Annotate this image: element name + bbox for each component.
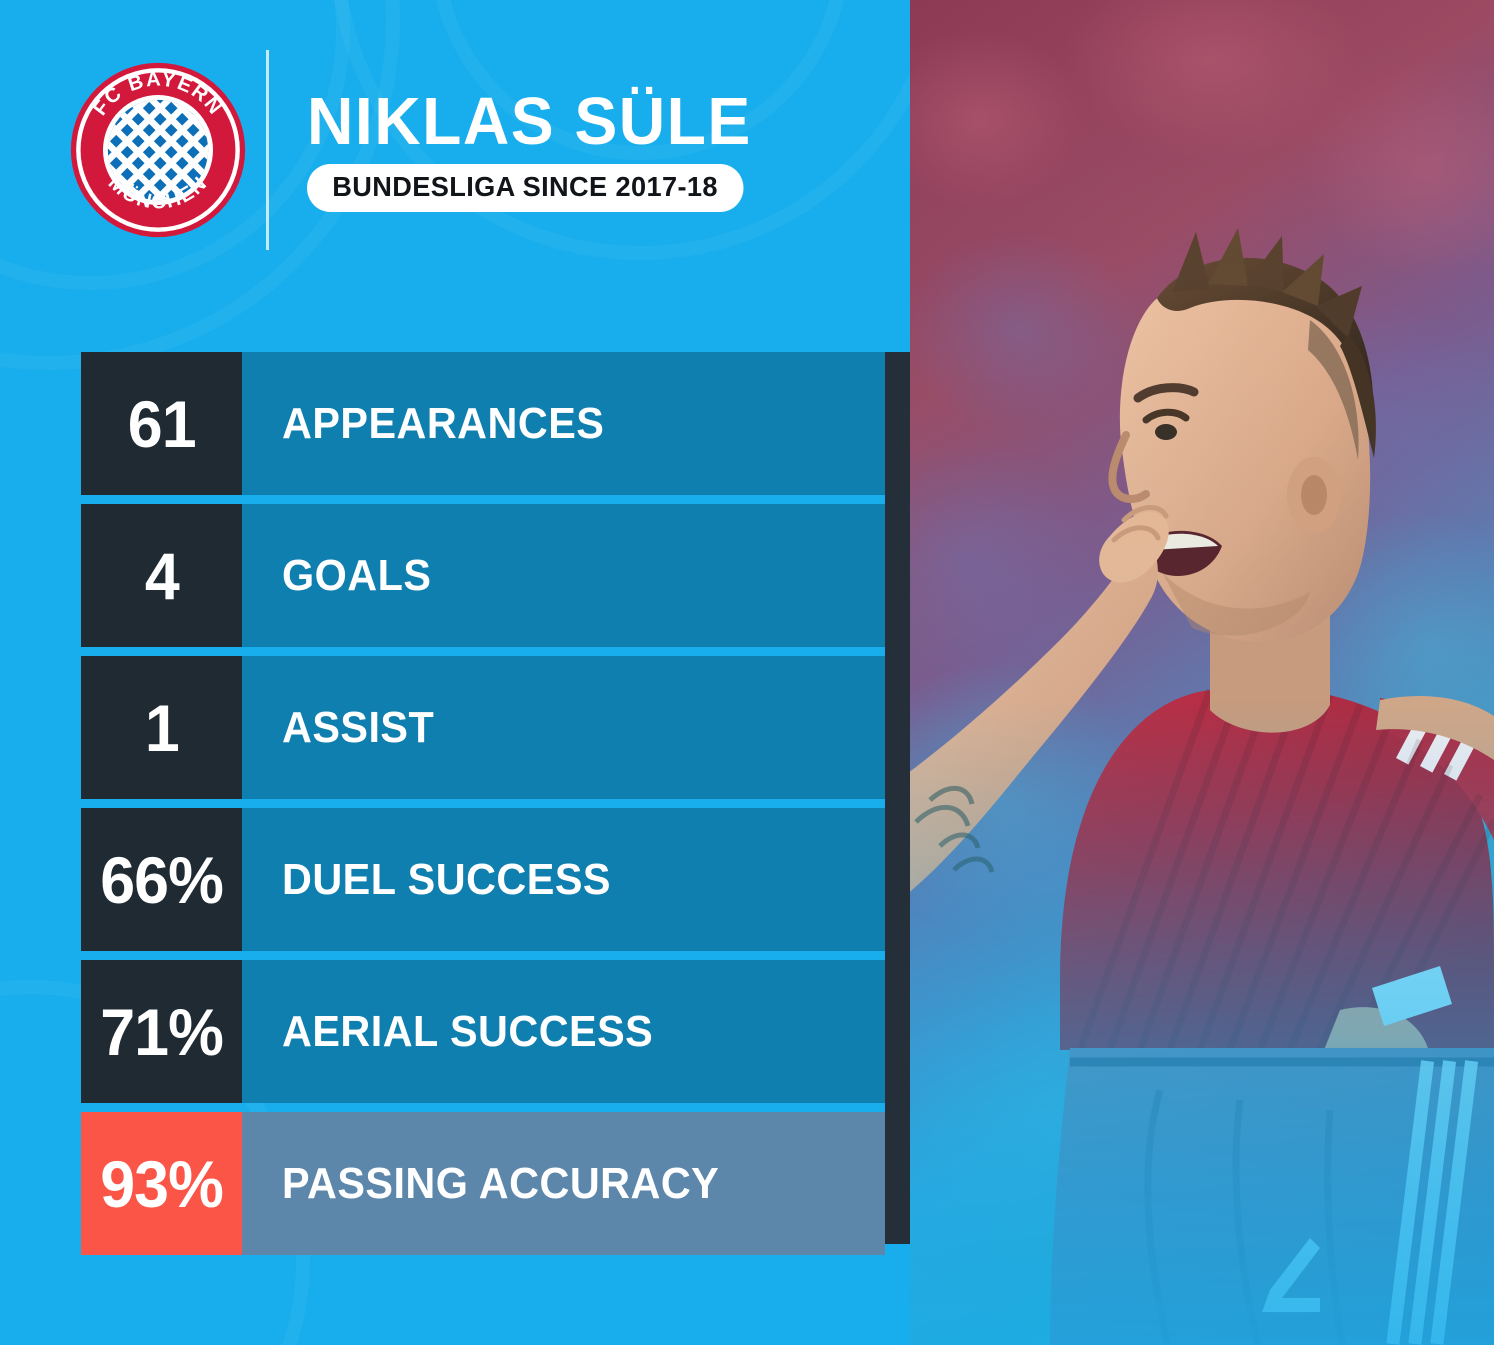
stat-value: 61 — [127, 386, 197, 461]
subtitle-badge: BUNDESLIGA SINCE 2017-18 — [307, 164, 744, 213]
club-crest: FC BAYERN MÜNCHEN — [68, 60, 248, 240]
stats-panel: 61 APPEARANCES 4 GOALS 1 ASSIST 66% DUEL SUCCES… — [81, 352, 885, 1255]
stat-value-box: 61 — [81, 352, 242, 495]
stat-label: DUEL SUCCESS — [282, 854, 611, 904]
stat-value: 71% — [100, 994, 224, 1069]
header-divider — [266, 50, 269, 250]
stat-row: 66% DUEL SUCCESS — [81, 808, 885, 951]
stat-value-box: 93% — [81, 1112, 242, 1255]
stat-label-bar: ASSIST — [242, 656, 885, 799]
stat-row: 71% AERIAL SUCCESS — [81, 960, 885, 1103]
stats-panel-edge — [885, 352, 912, 1244]
stat-label-bar: APPEARANCES — [242, 352, 885, 495]
stat-value-box: 4 — [81, 504, 242, 647]
stat-label-bar: AERIAL SUCCESS — [242, 960, 885, 1103]
stat-value: 1 — [144, 690, 180, 765]
header-titles: NIKLAS SÜLE BUNDESLIGA SINCE 2017-18 — [307, 83, 770, 213]
stat-value-box: 1 — [81, 656, 242, 799]
stat-row: 1 ASSIST — [81, 656, 885, 799]
stat-value: 66% — [100, 842, 224, 917]
stat-value: 4 — [144, 538, 180, 613]
stat-value: 93% — [100, 1146, 224, 1221]
stat-label: PASSING ACCURACY — [282, 1158, 720, 1208]
stat-value-box: 66% — [81, 808, 242, 951]
stat-row: 4 GOALS — [81, 504, 885, 647]
stat-row: 93% PASSING ACCURACY — [81, 1112, 885, 1255]
page-title: NIKLAS SÜLE — [307, 83, 752, 159]
stat-label: APPEARANCES — [282, 398, 605, 448]
fc-bayern-munchen-crest-icon: FC BAYERN MÜNCHEN — [70, 62, 246, 238]
stat-label: AERIAL SUCCESS — [282, 1006, 654, 1056]
stat-row: 61 APPEARANCES — [81, 352, 885, 495]
stat-value-box: 71% — [81, 960, 242, 1103]
stat-label: ASSIST — [282, 702, 435, 752]
stat-label-bar: DUEL SUCCESS — [242, 808, 885, 951]
header: FC BAYERN MÜNCHEN NIKLAS SÜLE BUNDESLIGA… — [0, 0, 910, 300]
stat-label-bar: GOALS — [242, 504, 885, 647]
player-photo-illustration — [910, 0, 1494, 1345]
stat-label-bar: PASSING ACCURACY — [242, 1112, 885, 1255]
stat-label: GOALS — [282, 550, 432, 600]
player-photo — [910, 0, 1494, 1345]
